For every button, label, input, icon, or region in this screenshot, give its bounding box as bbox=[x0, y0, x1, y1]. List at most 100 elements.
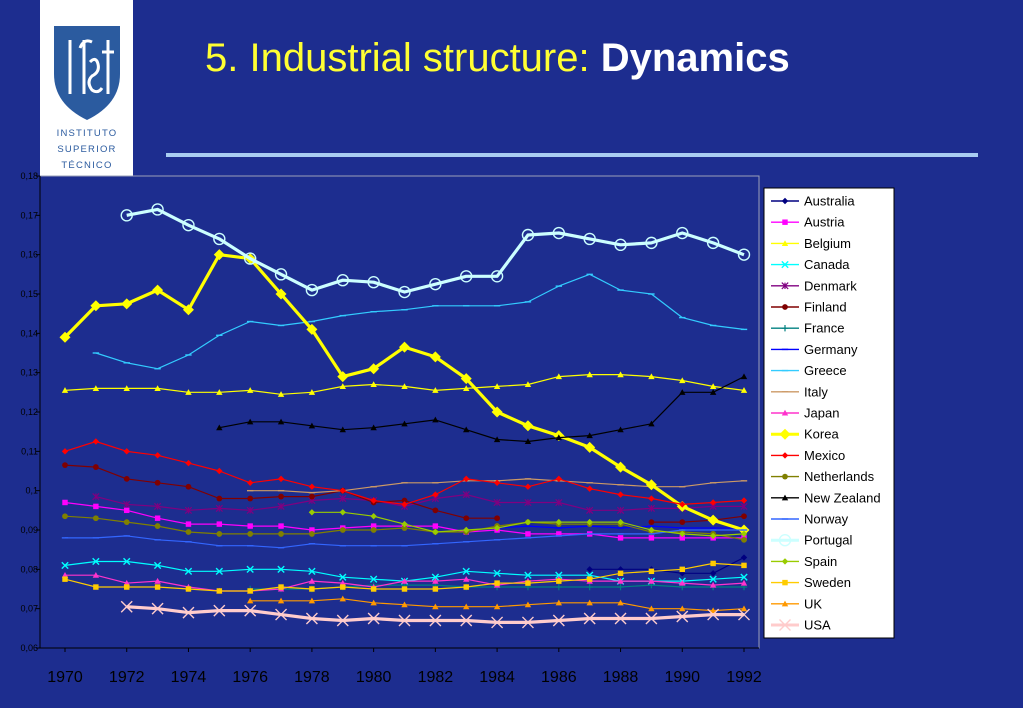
data-point-uk bbox=[586, 599, 593, 606]
data-point-new-zealand bbox=[524, 438, 532, 445]
data-point-spain bbox=[586, 518, 593, 526]
legend-label: Greece bbox=[804, 363, 847, 378]
legend-label: Korea bbox=[804, 427, 839, 442]
legend-item-france: France bbox=[771, 321, 844, 336]
data-point-portugal bbox=[552, 226, 566, 240]
plot-area bbox=[39, 175, 760, 649]
data-point-spain bbox=[740, 530, 748, 538]
data-point-korea bbox=[306, 323, 318, 335]
data-point-sweden bbox=[216, 588, 223, 594]
data-point-mexico bbox=[277, 475, 285, 483]
data-point-austria bbox=[124, 507, 130, 514]
data-point-portugal bbox=[737, 248, 751, 261]
data-point-korea bbox=[90, 300, 102, 312]
y-tick-label: 0,14 bbox=[20, 328, 38, 338]
data-point-austria bbox=[370, 523, 377, 529]
data-point-usa bbox=[244, 604, 257, 617]
data-point-usa bbox=[738, 608, 750, 621]
data-point-new-zealand bbox=[463, 426, 470, 433]
data-point-belgium bbox=[185, 389, 192, 395]
data-point-austria bbox=[154, 515, 161, 521]
legend-marker bbox=[781, 325, 789, 332]
data-point-canada bbox=[308, 567, 316, 575]
legend-item-korea: Korea bbox=[771, 427, 839, 442]
data-point-uk bbox=[246, 597, 254, 604]
x-tick-label: 1978 bbox=[294, 669, 330, 686]
data-point-canada bbox=[709, 575, 717, 583]
data-point-netherlands bbox=[92, 515, 99, 522]
data-point-usa bbox=[336, 614, 349, 627]
data-point-austria bbox=[93, 503, 99, 510]
data-point-korea bbox=[584, 441, 596, 453]
data-point-japan bbox=[123, 579, 130, 586]
data-point-usa bbox=[429, 614, 442, 627]
legend-item-mexico: Mexico bbox=[771, 448, 845, 463]
data-point-korea bbox=[368, 363, 380, 375]
data-point-denmark bbox=[493, 498, 501, 507]
data-point-korea bbox=[615, 461, 627, 473]
data-point-austria bbox=[185, 521, 192, 527]
data-point-sweden bbox=[432, 586, 439, 592]
legend: Australia Austria Belgium Canada Denmark Finl… bbox=[763, 187, 895, 639]
data-point-sweden bbox=[648, 568, 655, 575]
data-point-portugal bbox=[367, 276, 380, 289]
data-point-usa bbox=[707, 608, 720, 621]
data-point-belgium bbox=[401, 383, 408, 389]
data-point-new-zealand bbox=[648, 420, 655, 427]
data-point-japan bbox=[339, 579, 346, 586]
data-point-belgium bbox=[432, 387, 439, 393]
data-point-new-zealand bbox=[586, 432, 593, 439]
data-point-canada bbox=[339, 573, 347, 581]
data-point-belgium bbox=[709, 383, 717, 389]
ist-logo: INSTITUTO SUPERIOR TÉCNICO bbox=[54, 26, 120, 171]
data-point-new-zealand bbox=[709, 389, 717, 395]
data-point-uk bbox=[308, 597, 316, 604]
data-point-usa bbox=[367, 612, 380, 625]
data-point-korea bbox=[429, 351, 441, 363]
data-point-korea bbox=[337, 371, 349, 383]
data-point-spain bbox=[308, 509, 316, 516]
svg-text:TÉCNICO: TÉCNICO bbox=[61, 160, 112, 171]
data-point-sweden bbox=[340, 584, 346, 590]
data-point-france bbox=[617, 583, 624, 591]
data-point-uk bbox=[493, 603, 501, 610]
data-point-new-zealand bbox=[308, 422, 316, 429]
legend-label: UK bbox=[804, 596, 822, 611]
series-line-greece bbox=[95, 273, 745, 370]
data-point-korea bbox=[645, 479, 657, 491]
data-point-uk bbox=[709, 607, 717, 614]
data-point-austria bbox=[525, 531, 531, 537]
y-tick-label: 0,13 bbox=[20, 368, 38, 378]
series-usa bbox=[120, 600, 750, 629]
data-point-france bbox=[555, 583, 563, 591]
data-point-denmark bbox=[153, 502, 162, 511]
data-point-mexico bbox=[463, 475, 470, 483]
data-point-austria bbox=[648, 535, 655, 541]
data-point-canada bbox=[277, 565, 285, 574]
legend-marker bbox=[782, 219, 788, 225]
data-point-sweden bbox=[494, 580, 500, 586]
legend-label: Japan bbox=[804, 406, 839, 421]
data-point-portugal bbox=[398, 285, 411, 299]
legend-marker bbox=[779, 428, 791, 440]
data-point-mexico bbox=[370, 497, 377, 504]
data-point-spain bbox=[709, 532, 717, 540]
data-point-mexico bbox=[493, 479, 501, 486]
data-point-sweden bbox=[463, 584, 469, 590]
data-point-mexico bbox=[555, 475, 563, 483]
x-tick-label: 1970 bbox=[47, 669, 83, 686]
data-point-mexico bbox=[92, 438, 100, 445]
data-point-sweden bbox=[401, 586, 408, 592]
data-point-japan bbox=[154, 577, 161, 584]
data-point-korea bbox=[182, 304, 194, 316]
x-tick-label: 1992 bbox=[726, 669, 762, 686]
data-point-japan bbox=[308, 577, 316, 584]
data-point-belgium bbox=[586, 371, 593, 378]
data-point-portugal bbox=[305, 283, 319, 297]
data-point-canada bbox=[184, 567, 193, 575]
legend-item-denmark: Denmark bbox=[771, 278, 857, 293]
data-point-mexico bbox=[586, 485, 593, 492]
x-axis: 1970 1972 1974 1976 1978 1980 1982 1984 1986 1988… bbox=[40, 647, 762, 686]
legend-item-austria: Austria bbox=[771, 215, 845, 230]
data-point-japan bbox=[648, 577, 655, 584]
